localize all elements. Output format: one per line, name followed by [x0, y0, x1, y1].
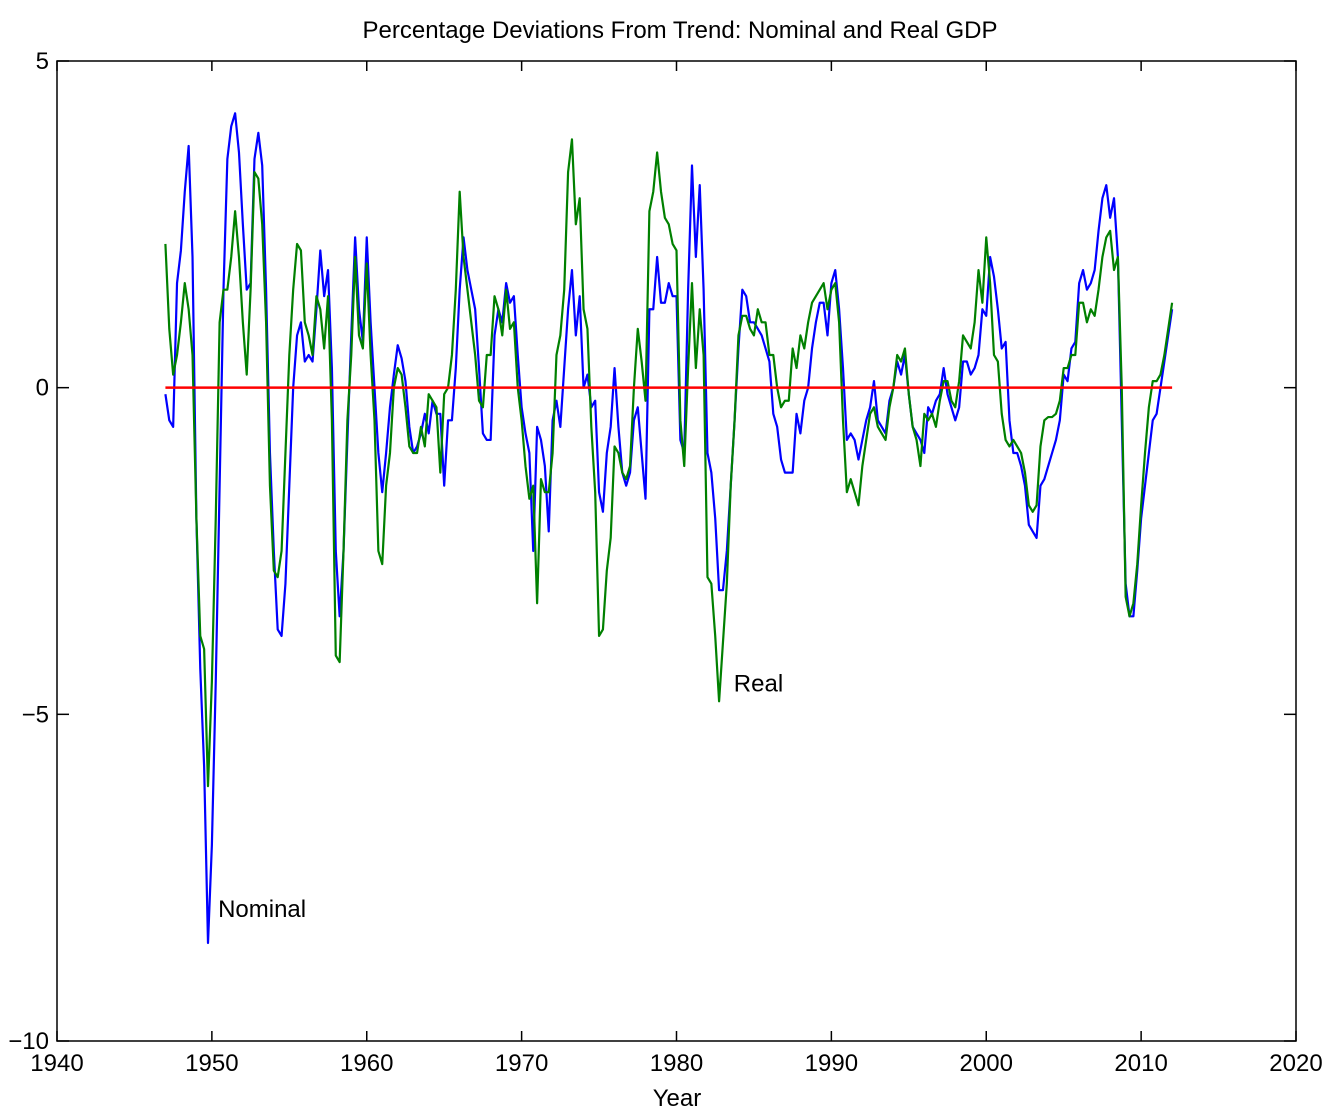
annotation-layer: Nominal Real — [218, 670, 783, 922]
y-tick-label: 0 — [36, 375, 49, 402]
x-axis-label: Year — [653, 1085, 702, 1112]
ticks-layer: 1940 1950 1960 1970 1980 1990 2000 2010 2020 −10 −… — [8, 48, 1322, 1077]
series-line-nominal — [164, 112, 1174, 945]
x-tick-label: 2000 — [960, 1050, 1013, 1077]
y-tick-label: 5 — [36, 48, 49, 75]
x-tick-label: 1940 — [30, 1050, 83, 1077]
series-line-real — [164, 138, 1174, 788]
x-tick-label: 2010 — [1114, 1050, 1167, 1077]
y-tick-label: −10 — [8, 1028, 49, 1055]
plot-frame — [56, 60, 1297, 1042]
x-tick-label: 1970 — [495, 1050, 548, 1077]
x-tick-label: 1950 — [185, 1050, 238, 1077]
y-tick-label: −5 — [22, 701, 49, 728]
annotation-nominal: Nominal — [218, 896, 306, 923]
annotation-real: Real — [734, 670, 783, 697]
x-tick-label: 2020 — [1269, 1050, 1322, 1077]
x-tick-label: 1960 — [340, 1050, 393, 1077]
x-tick-label: 1980 — [650, 1050, 703, 1077]
x-tick-label: 1990 — [805, 1050, 858, 1077]
series-layer — [164, 112, 1174, 945]
chart-title: Percentage Deviations From Trend: Nomina… — [363, 17, 998, 44]
